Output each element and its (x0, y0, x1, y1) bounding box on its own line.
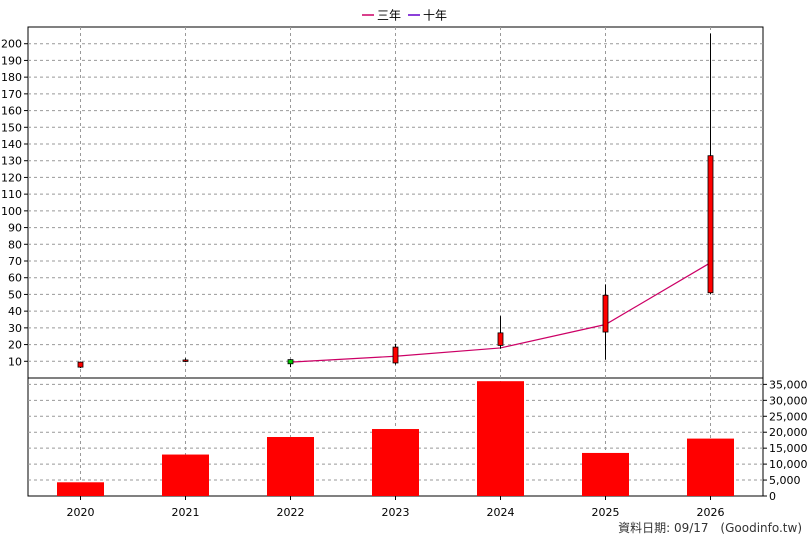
y-tick-label: 160 (1, 105, 22, 118)
x-tick-label: 2022 (277, 506, 305, 519)
volume-bar (267, 437, 314, 496)
volume-bar (57, 482, 104, 496)
volume-tick-label: 35,000 (769, 378, 808, 391)
x-tick-label: 2025 (592, 506, 620, 519)
x-tick-label: 2023 (382, 506, 410, 519)
volume-bar (582, 452, 629, 496)
volume-tick-label: 10,000 (769, 458, 808, 471)
volume-tick-label: 0 (769, 490, 776, 503)
volume-tick-label: 20,000 (769, 426, 808, 439)
legend-label: 三年 (377, 9, 401, 23)
y-tick-label: 140 (1, 138, 22, 151)
y-tick-label: 100 (1, 205, 22, 218)
volume-bar (687, 438, 734, 496)
y-tick-label: 180 (1, 71, 22, 84)
y-tick-label: 80 (8, 238, 22, 251)
x-tick-label: 2024 (487, 506, 515, 519)
volume-tick-label: 25,000 (769, 410, 808, 423)
y-tick-label: 150 (1, 121, 22, 134)
y-tick-label: 190 (1, 54, 22, 67)
y-tick-label: 170 (1, 88, 22, 101)
candle-body (497, 332, 504, 346)
y-tick-label: 10 (8, 355, 22, 368)
footer: 資料日期: 09/17 (Goodinfo.tw) (610, 519, 802, 536)
data-source-label: (Goodinfo.tw) (720, 521, 802, 535)
y-tick-label: 40 (8, 305, 22, 318)
volume-tick-label: 15,000 (769, 442, 808, 455)
y-tick-label: 30 (8, 322, 22, 335)
y-tick-label: 70 (8, 255, 22, 268)
candle-body (77, 361, 84, 368)
candle-body (182, 359, 189, 362)
volume-tick-label: 30,000 (769, 394, 808, 407)
y-tick-label: 50 (8, 288, 22, 301)
legend-label: 十年 (423, 9, 447, 23)
y-tick-label: 130 (1, 155, 22, 168)
volume-bar (372, 429, 419, 496)
y-tick-label: 20 (8, 339, 22, 352)
volume-bar (477, 381, 524, 496)
y-tick-label: 110 (1, 188, 22, 201)
y-tick-label: 200 (1, 38, 22, 51)
candle-body (392, 346, 399, 364)
x-tick-label: 2021 (172, 506, 200, 519)
y-tick-label: 120 (1, 171, 22, 184)
candle-body (707, 155, 714, 294)
volume-tick-label: 5,000 (769, 474, 801, 487)
candle-body (287, 359, 294, 365)
y-tick-label: 90 (8, 222, 22, 235)
x-tick-label: 2026 (697, 506, 725, 519)
volume-bar (162, 454, 209, 496)
candle-body (602, 294, 609, 333)
x-tick-label: 2020 (67, 506, 95, 519)
y-tick-label: 60 (8, 272, 22, 285)
data-date-label: 資料日期: 09/17 (618, 521, 709, 535)
